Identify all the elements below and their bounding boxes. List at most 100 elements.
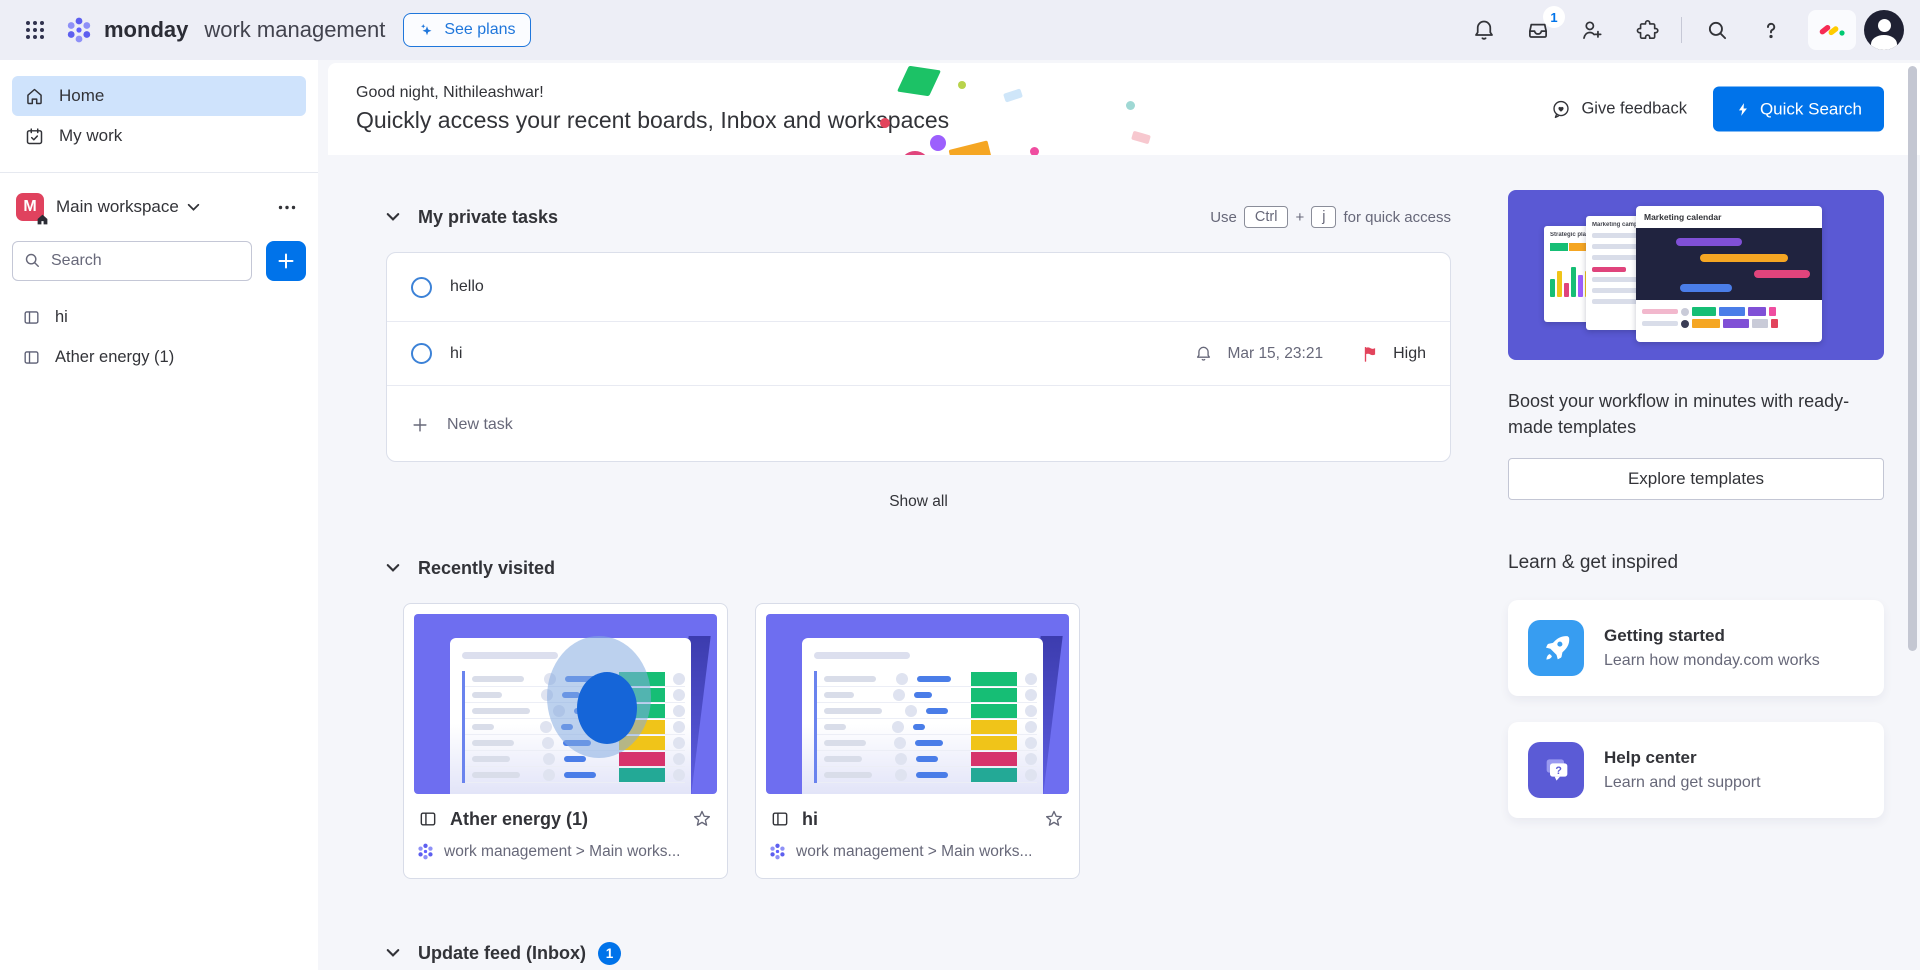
hint-prefix: Use — [1210, 208, 1237, 226]
home-icon — [24, 86, 45, 107]
hint-suffix: for quick access — [1343, 208, 1451, 226]
task-status-circle[interactable] — [411, 343, 432, 364]
svg-text:?: ? — [1555, 765, 1562, 777]
my-work-calendar-icon — [24, 126, 45, 147]
task-row[interactable]: hello — [387, 253, 1450, 321]
workspace-menu-icon[interactable] — [272, 192, 302, 222]
vertical-scrollbar[interactable] — [1908, 66, 1917, 651]
apps-puzzle-icon[interactable] — [1627, 11, 1665, 49]
getting-started-card[interactable]: Getting started Learn how monday.com wor… — [1508, 600, 1884, 696]
plus-icon — [278, 253, 294, 269]
greeting-banner: Good night, Nithileashwar! Quickly acces… — [328, 63, 1920, 155]
section-title: My private tasks — [418, 206, 559, 227]
search-icon[interactable] — [1698, 11, 1736, 49]
task-due-date[interactable]: Mar 15, 23:21 — [1227, 344, 1324, 362]
help-icon[interactable] — [1752, 11, 1790, 49]
inbox-tray-icon[interactable]: 1 — [1519, 6, 1565, 49]
breadcrumb-text: work management > Main works... — [796, 842, 1033, 860]
workspace-switcher[interactable]: M Main workspace — [12, 189, 306, 225]
board-icon — [22, 308, 41, 327]
private-tasks-header: My private tasks Use Ctrl + j for quick … — [386, 205, 1451, 229]
sidebar-item-home[interactable]: Home — [12, 76, 306, 116]
inbox-badge: 1 — [1543, 6, 1565, 28]
help-center-card[interactable]: ? Help center Learn and get support — [1508, 722, 1884, 818]
chevron-down-icon — [187, 203, 200, 212]
collapse-chevron-icon[interactable] — [386, 556, 412, 580]
feedback-heart-bubble-icon — [1550, 98, 1572, 120]
board-card-ather-energy[interactable]: Ather energy (1) work management > Main … — [403, 603, 728, 879]
confetti-shape — [1131, 130, 1151, 145]
collapse-chevron-icon[interactable] — [386, 205, 412, 229]
sidebar-item-my-work[interactable]: My work — [12, 116, 306, 156]
confetti-shape — [1003, 88, 1023, 103]
workspace-search-input[interactable] — [12, 241, 252, 281]
monday-colorful-icon — [1819, 24, 1845, 36]
priority-flag-icon — [1361, 345, 1379, 363]
give-feedback-button[interactable]: Give feedback — [1550, 98, 1687, 120]
favorite-star-icon[interactable] — [691, 808, 713, 830]
breadcrumb-text: work management > Main works... — [444, 842, 681, 860]
task-row[interactable]: hi Mar 15, 23:21 High — [387, 321, 1450, 385]
sidebar-board-ather-energy[interactable]: Ather energy (1) — [12, 337, 306, 377]
reminder-bell-icon[interactable] — [1194, 344, 1213, 363]
invite-members-icon[interactable] — [1573, 11, 1611, 49]
show-all-button[interactable]: Show all — [889, 493, 948, 510]
template-preview-front: Marketing calendar — [1636, 206, 1822, 342]
sidebar-item-label: My work — [59, 126, 123, 145]
favorite-star-icon[interactable] — [1043, 808, 1065, 830]
mini-card-title: Marketing camp — [1592, 222, 1638, 228]
learn-card-subtitle: Learn and get support — [1604, 774, 1761, 791]
private-tasks-card: hello hi Mar 15, 23:21 High — [386, 252, 1451, 462]
app-grid-icon[interactable] — [16, 11, 54, 49]
templates-promo-text: Boost your workflow in minutes with read… — [1508, 391, 1850, 437]
sidebar-item-label: Home — [59, 86, 105, 105]
new-task-row[interactable]: New task — [387, 385, 1450, 461]
product-switcher-chip[interactable] — [1808, 10, 1856, 50]
confetti-shape — [1126, 101, 1135, 110]
board-icon — [418, 809, 438, 829]
task-priority[interactable]: High — [1393, 344, 1426, 362]
board-icon — [770, 809, 790, 829]
ctrl-key: Ctrl — [1243, 206, 1289, 228]
monday-flower-icon — [64, 15, 94, 45]
board-card-name: hi — [802, 808, 818, 829]
notifications-bell-icon[interactable] — [1465, 11, 1503, 49]
templates-banner[interactable]: Strategic plan Marketing camp Marketing … — [1508, 190, 1884, 360]
user-avatar[interactable] — [1864, 10, 1904, 50]
main-area: Good night, Nithileashwar! Quickly acces… — [318, 60, 1920, 970]
see-plans-button[interactable]: See plans — [403, 13, 531, 47]
collapse-chevron-icon[interactable] — [386, 941, 412, 965]
new-task-label: New task — [447, 415, 513, 433]
board-card-hi[interactable]: hi work management > Main works... — [755, 603, 1080, 879]
task-name: hello — [450, 278, 484, 295]
monday-flower-icon — [416, 842, 435, 861]
cursor-ripple-effect — [547, 636, 651, 758]
rocket-icon — [1528, 620, 1584, 676]
sidebar-board-hi[interactable]: hi — [12, 297, 306, 337]
monday-logo[interactable]: monday work management — [64, 15, 385, 45]
sidebar-divider — [0, 172, 318, 173]
monday-flower-icon — [768, 842, 787, 861]
quick-search-button[interactable]: Quick Search — [1712, 86, 1884, 132]
product-name-rest: work management — [204, 17, 386, 42]
board-icon — [22, 348, 41, 367]
add-item-button[interactable] — [266, 241, 306, 281]
product-name-bold: monday — [104, 17, 189, 42]
j-key: j — [1311, 206, 1337, 228]
update-feed-header: Update feed (Inbox) 1 — [386, 941, 1451, 965]
search-icon — [22, 250, 42, 270]
explore-templates-button[interactable]: Explore templates — [1508, 458, 1884, 500]
workspace-name: Main workspace — [56, 197, 179, 216]
task-status-circle[interactable] — [411, 276, 432, 298]
workspace-home-badge-icon — [36, 213, 49, 226]
help-chat-icon: ? — [1528, 742, 1584, 798]
topbar-divider — [1681, 17, 1682, 43]
board-breadcrumb: work management > Main works... — [414, 842, 717, 861]
board-card-name: Ather energy (1) — [450, 808, 589, 829]
board-preview-thumbnail — [766, 614, 1069, 794]
quick-access-hint: Use Ctrl + j for quick access — [1210, 206, 1451, 228]
board-preview-thumbnail — [414, 614, 717, 794]
top-bar: monday work management See plans 1 — [0, 0, 1920, 60]
workspace-initial: M — [23, 198, 37, 215]
board-label: Ather energy (1) — [55, 347, 175, 366]
